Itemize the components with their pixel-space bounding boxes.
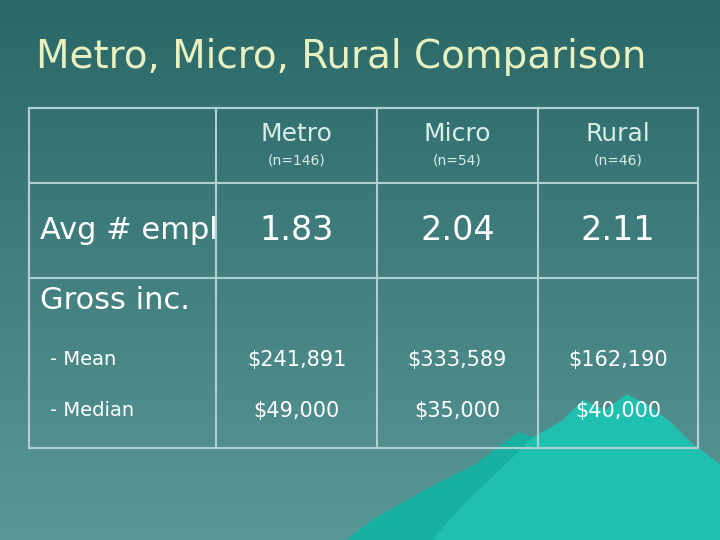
Text: $40,000: $40,000 (575, 401, 661, 421)
Text: - Mean: - Mean (50, 350, 117, 369)
Text: $49,000: $49,000 (253, 401, 340, 421)
Text: $241,891: $241,891 (247, 350, 346, 370)
Text: 1.83: 1.83 (259, 214, 334, 247)
Text: Metro, Micro, Rural Comparison: Metro, Micro, Rural Comparison (36, 38, 647, 76)
Text: $35,000: $35,000 (414, 401, 500, 421)
Text: Avg # empl: Avg # empl (40, 216, 217, 245)
Text: Metro: Metro (261, 122, 333, 146)
Text: 2.04: 2.04 (420, 214, 495, 247)
Text: 2.11: 2.11 (581, 214, 655, 247)
Polygon shape (432, 394, 720, 540)
Text: $162,190: $162,190 (568, 350, 668, 370)
Text: Rural: Rural (585, 122, 650, 146)
Text: $333,589: $333,589 (408, 350, 507, 370)
Text: (n=46): (n=46) (593, 153, 642, 167)
Text: - Median: - Median (50, 401, 135, 420)
Text: (n=54): (n=54) (433, 153, 482, 167)
Text: Micro: Micro (423, 122, 491, 146)
Text: (n=146): (n=146) (268, 153, 325, 167)
Polygon shape (346, 421, 720, 540)
Text: Gross inc.: Gross inc. (40, 286, 189, 315)
